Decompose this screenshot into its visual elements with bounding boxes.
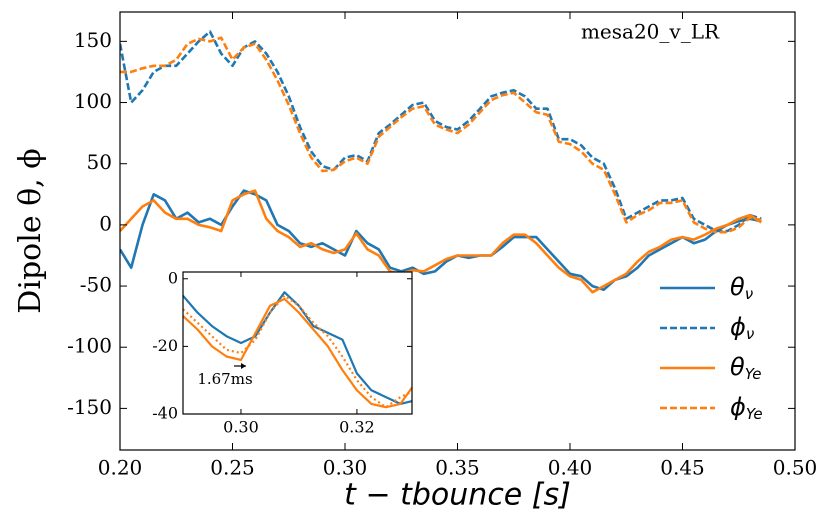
legend-label: ϕYe [730, 393, 763, 423]
legend-label: ϕν [730, 313, 754, 343]
annotation: mesa20_v_LR [581, 20, 720, 44]
x-tick-label: 0.30 [323, 456, 368, 480]
x-tick-label: 0.50 [773, 456, 818, 480]
y-tick-label: 100 [74, 89, 112, 113]
x-tick-label: 0.25 [210, 456, 255, 480]
y-tick-label: 50 [87, 150, 112, 174]
y-tick-label: -150 [67, 395, 112, 419]
legend-label: θYe [730, 353, 761, 383]
y-tick-label: 0 [99, 211, 112, 235]
y-tick-label: -20 [152, 336, 178, 355]
series-line [183, 297, 412, 409]
y-tick-label: -40 [152, 404, 178, 423]
series-line [120, 30, 762, 233]
x-tick-label: 0.30 [223, 418, 259, 437]
y-axis-label: Dipole θ, ϕ [13, 148, 48, 313]
series-line [120, 36, 762, 234]
y-tick-label: -100 [67, 334, 112, 358]
x-tick-label: 0.20 [98, 456, 143, 480]
annotation: 1.67ms [197, 370, 252, 388]
y-tick-label: 0 [168, 268, 178, 287]
axes-frame [182, 271, 413, 415]
x-axis-label: t − tbounce [s] [344, 478, 571, 513]
series-line [120, 189, 763, 294]
annotation-arrowhead [241, 363, 246, 369]
series-line [183, 291, 412, 405]
legend-label: θν [730, 273, 753, 303]
x-tick-label: 0.40 [548, 456, 593, 480]
y-tick-label: -50 [80, 273, 112, 297]
y-tick-label: 150 [74, 28, 112, 52]
x-tick-label: 0.32 [339, 418, 375, 437]
x-tick-label: 0.45 [660, 456, 705, 480]
x-tick-label: 0.35 [435, 456, 480, 480]
